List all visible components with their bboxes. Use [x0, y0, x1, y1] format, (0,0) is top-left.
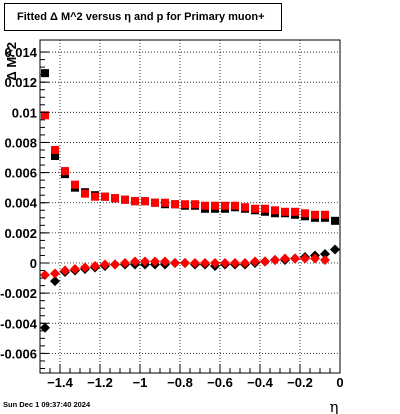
data-point-diamond: [190, 258, 200, 269]
data-point-square: [311, 210, 319, 219]
data-point-square: [211, 201, 219, 210]
y-tick-label: -0.006: [0, 346, 37, 361]
data-point-square: [271, 206, 279, 215]
x-tick-label: −0.8: [167, 375, 193, 390]
data-point-square: [121, 195, 129, 204]
data-point-square: [61, 167, 69, 176]
data-point-square: [51, 152, 59, 161]
y-tick-label: 0.008: [4, 135, 37, 150]
data-point-diamond: [120, 258, 130, 269]
data-point-diamond: [210, 258, 220, 269]
series-2: [41, 111, 329, 219]
data-point-square: [181, 200, 189, 209]
x-tick-label: −1.2: [87, 375, 113, 390]
data-point-square: [321, 210, 329, 219]
data-point-diamond: [90, 261, 100, 272]
data-point-diamond: [320, 248, 330, 259]
timestamp: Sun Dec 1 09:37:40 2024: [3, 400, 91, 409]
data-point-square: [111, 194, 119, 203]
plot-series: [40, 69, 340, 333]
y-tick-label: 0: [30, 256, 37, 271]
data-point-square: [241, 203, 249, 212]
data-point-square: [51, 145, 59, 154]
y-tick-label: 0.014: [4, 45, 37, 60]
data-point-diamond: [320, 254, 330, 265]
data-point-square: [161, 198, 169, 207]
series-1: [41, 69, 339, 225]
data-point-diamond: [170, 258, 180, 269]
data-point-diamond: [140, 256, 150, 267]
data-point-square: [141, 197, 149, 206]
data-point-diamond: [160, 256, 170, 267]
data-point-square: [71, 180, 79, 189]
data-point-square: [101, 192, 109, 201]
data-point-diamond: [290, 253, 300, 264]
y-tick-label: 0.002: [4, 226, 37, 241]
x-tick-label: −1.4: [47, 375, 73, 390]
data-point-diamond: [100, 259, 110, 270]
data-point-square: [331, 216, 339, 225]
data-point-diamond: [50, 276, 60, 287]
data-point-diamond: [60, 265, 70, 276]
data-point-diamond: [110, 259, 120, 270]
data-point-diamond: [260, 256, 270, 267]
data-point-diamond: [240, 258, 250, 269]
x-tick-label: 0: [336, 375, 343, 390]
data-point-diamond: [310, 253, 320, 264]
x-tick-label: −0.4: [247, 375, 273, 390]
data-point-square: [91, 192, 99, 201]
data-point-square: [41, 69, 49, 78]
data-point-diamond: [330, 244, 340, 255]
data-point-square: [41, 111, 49, 120]
data-point-diamond: [40, 322, 50, 333]
data-point-square: [231, 201, 239, 210]
data-point-diamond: [40, 270, 50, 281]
data-point-diamond: [280, 253, 290, 264]
y-tick-label: 0.01: [12, 105, 37, 120]
data-point-square: [281, 207, 289, 216]
x-tick-label: −0.6: [207, 375, 233, 390]
data-point-diamond: [200, 258, 210, 269]
y-tick-label: -0.004: [0, 316, 38, 331]
data-point-diamond: [50, 268, 60, 279]
grid-lines: [40, 40, 341, 373]
data-point-square: [261, 204, 269, 213]
x-tick-label: −1: [133, 375, 148, 390]
data-point-square: [151, 198, 159, 207]
data-point-diamond: [230, 258, 240, 269]
data-point-square: [201, 201, 209, 210]
data-point-square: [301, 209, 309, 218]
data-point-diamond: [220, 258, 230, 269]
axis-labels: −1.4 −1.2 −1 −0.8 −0.6 −0.4 −0.2 0 -0.006 -0.004 -…: [0, 42, 343, 414]
data-point-square: [221, 201, 229, 210]
y-tick-label: -0.002: [0, 286, 37, 301]
data-point-diamond: [70, 264, 80, 275]
data-point-square: [251, 204, 259, 213]
data-point-diamond: [300, 253, 310, 264]
y-axis-label: Δ M^2: [4, 42, 19, 81]
data-point-square: [291, 207, 299, 216]
x-tick-label: −0.2: [287, 375, 313, 390]
y-tick-label: 0.012: [4, 75, 37, 90]
data-point-diamond: [150, 256, 160, 267]
x-axis-label: η: [330, 398, 339, 414]
series-4: [40, 253, 330, 281]
data-point-square: [171, 200, 179, 209]
data-point-square: [81, 189, 89, 198]
y-tick-label: 0.004: [4, 196, 37, 211]
axis-ticks: [39, 51, 341, 373]
data-point-square: [131, 197, 139, 206]
data-point-diamond: [180, 258, 190, 269]
data-point-diamond: [80, 262, 90, 273]
chart-title: Fitted Δ M^2 versus η and p for Primary …: [4, 3, 282, 31]
data-point-diamond: [250, 256, 260, 267]
data-point-diamond: [130, 256, 140, 267]
y-tick-label: 0.006: [4, 166, 37, 181]
data-point-square: [191, 200, 199, 209]
data-point-diamond: [270, 254, 280, 265]
